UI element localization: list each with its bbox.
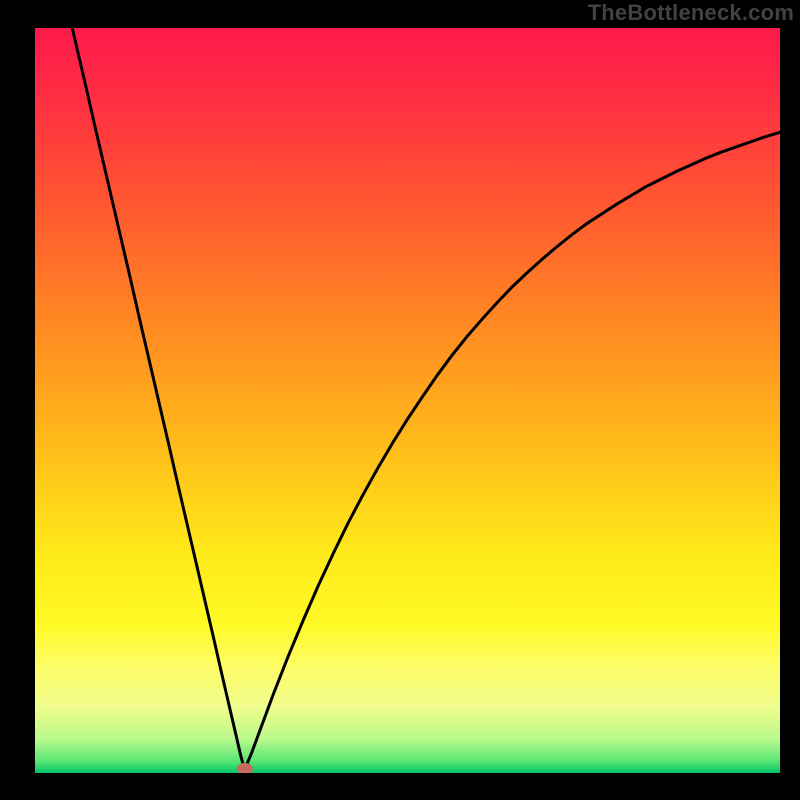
chart-stage: TheBottleneck.com (0, 0, 800, 800)
bottleneck-chart (0, 0, 800, 800)
plot-area-gradient (35, 28, 780, 773)
watermark-text: TheBottleneck.com (588, 0, 794, 26)
